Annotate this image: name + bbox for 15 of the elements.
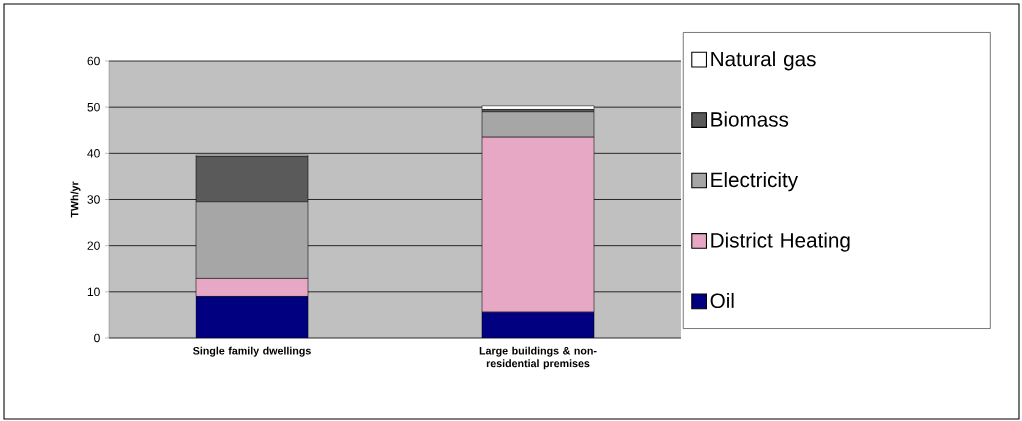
legend-label: District Heating xyxy=(711,232,850,252)
y-tick-label: 20 xyxy=(87,241,100,250)
x-tick-label: Large buildings & non-residential premises xyxy=(479,346,597,370)
y-tick-label: 50 xyxy=(87,102,100,112)
legend-label: Electricity xyxy=(711,172,799,192)
y-tick-label: 40 xyxy=(87,149,100,158)
y-axis-title: TWh/yr xyxy=(70,181,81,218)
y-tick-label: 60 xyxy=(87,56,100,66)
y-tick-label: 0 xyxy=(94,333,100,343)
y-tick-label: 30 xyxy=(87,195,100,204)
x-tick-label: Single family dwellings xyxy=(193,346,311,357)
legend-label: Natural gas xyxy=(711,51,816,71)
legend-label: Biomass xyxy=(711,111,789,127)
legend-label: Oil xyxy=(710,292,734,309)
y-tick-label: 10 xyxy=(87,287,100,297)
